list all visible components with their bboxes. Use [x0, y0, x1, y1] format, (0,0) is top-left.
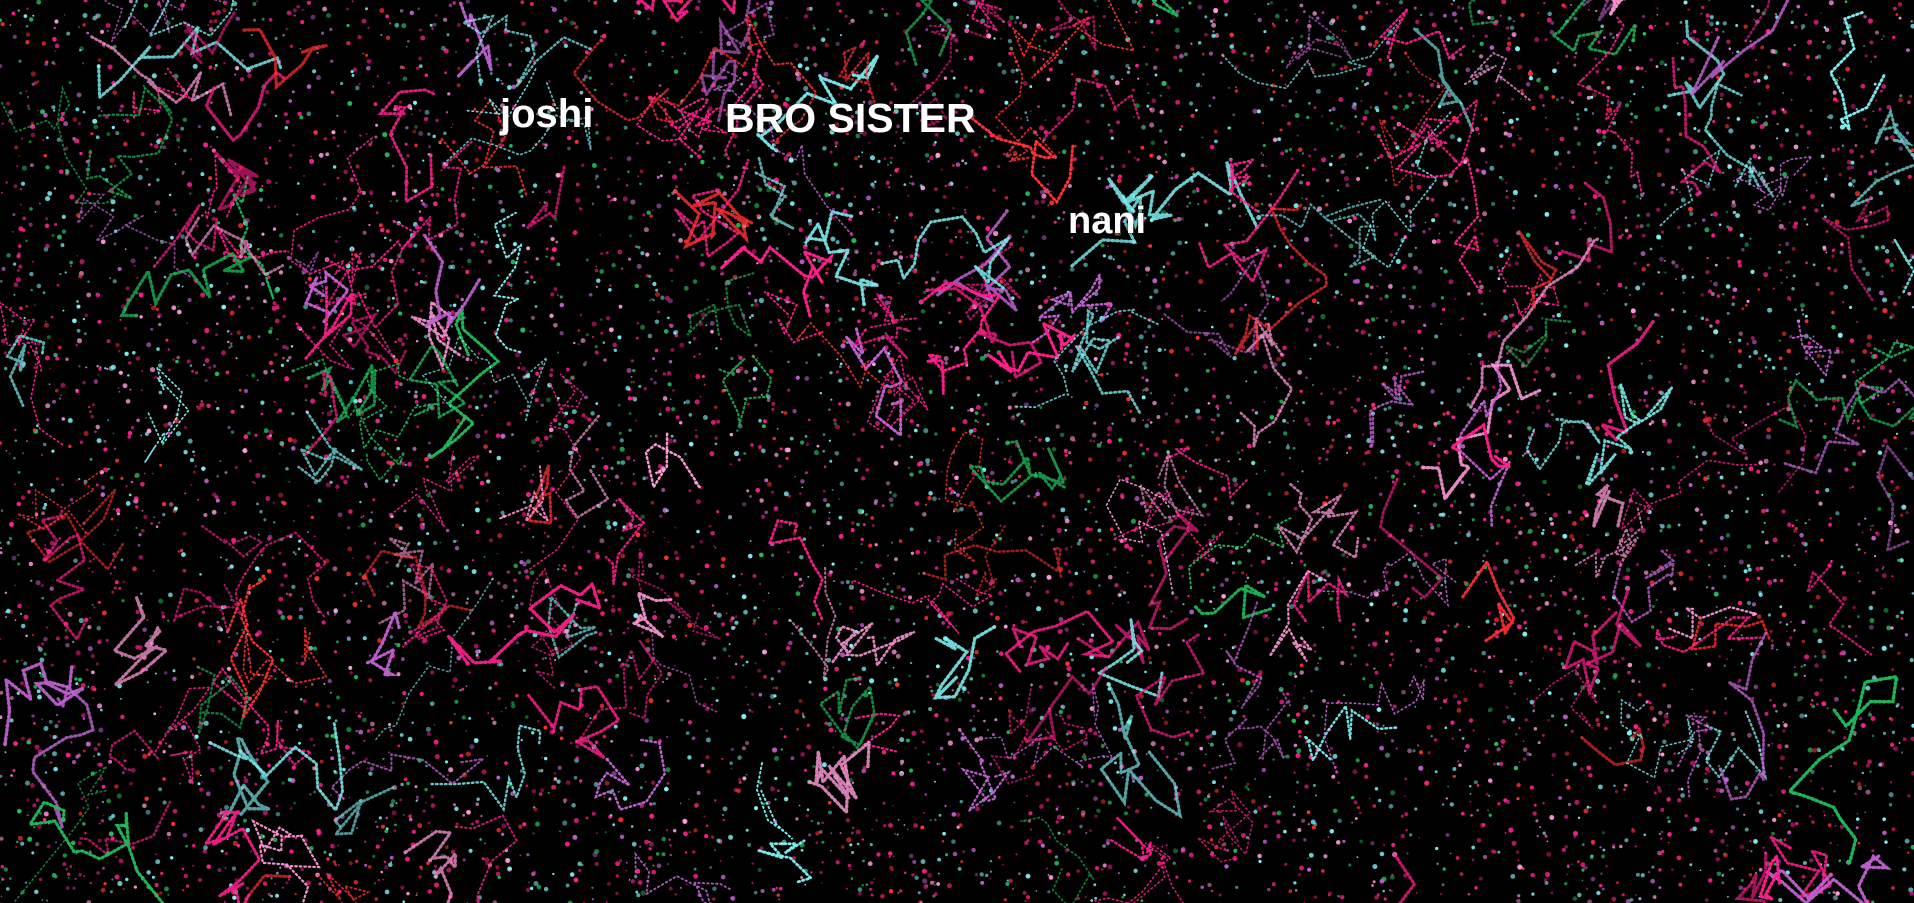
- label-joshi: joshi: [500, 92, 594, 136]
- label-nani: nani: [1068, 200, 1147, 242]
- label-bro-sister: BRO SISTER: [725, 95, 976, 141]
